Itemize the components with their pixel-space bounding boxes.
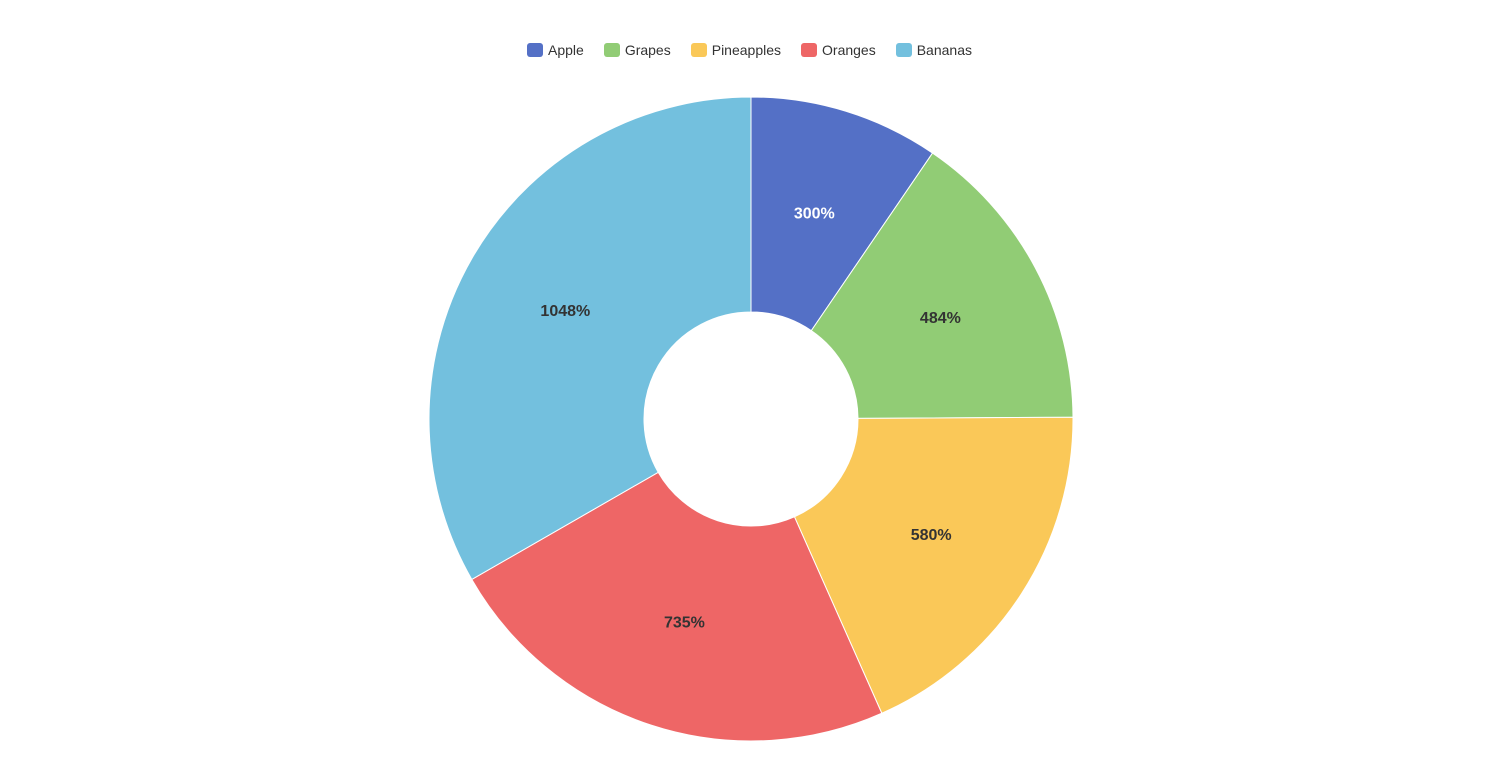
legend-item-pineapples[interactable]: Pineapples [690, 42, 782, 58]
legend-label-oranges: Oranges [822, 42, 876, 58]
legend-label-pineapples: Pineapples [711, 42, 782, 58]
slice-bananas[interactable] [428, 96, 752, 581]
legend-item-apple[interactable]: Apple [527, 42, 584, 58]
slice-label-pineapples: 580% [911, 527, 952, 544]
legend-swatch-apple [527, 43, 543, 57]
legend-label-bananas: Bananas [916, 42, 972, 58]
slice-label-apple: 300% [794, 206, 835, 223]
slice-pineapples[interactable] [793, 416, 1074, 714]
slice-apple[interactable] [750, 96, 934, 332]
slice-label-bananas: 1048% [540, 303, 590, 320]
slice-label-oranges: 735% [664, 614, 705, 631]
legend-label-apple: Apple [548, 42, 584, 58]
legend-item-grapes[interactable]: Grapes [603, 42, 671, 58]
chart-legend: Apple Grapes Pineapples Oranges Bananas [0, 40, 1499, 60]
slice-grapes[interactable] [810, 152, 1074, 419]
legend-swatch-oranges [801, 43, 818, 57]
legend-swatch-bananas [895, 43, 912, 57]
legend-swatch-pineapples [690, 43, 707, 57]
legend-label-grapes: Grapes [624, 42, 671, 58]
slice-label-grapes: 484% [920, 310, 961, 327]
legend-item-bananas[interactable]: Bananas [895, 42, 972, 58]
slice-oranges[interactable] [471, 471, 883, 742]
legend-item-oranges[interactable]: Oranges [801, 42, 876, 58]
legend-swatch-grapes [603, 43, 620, 57]
